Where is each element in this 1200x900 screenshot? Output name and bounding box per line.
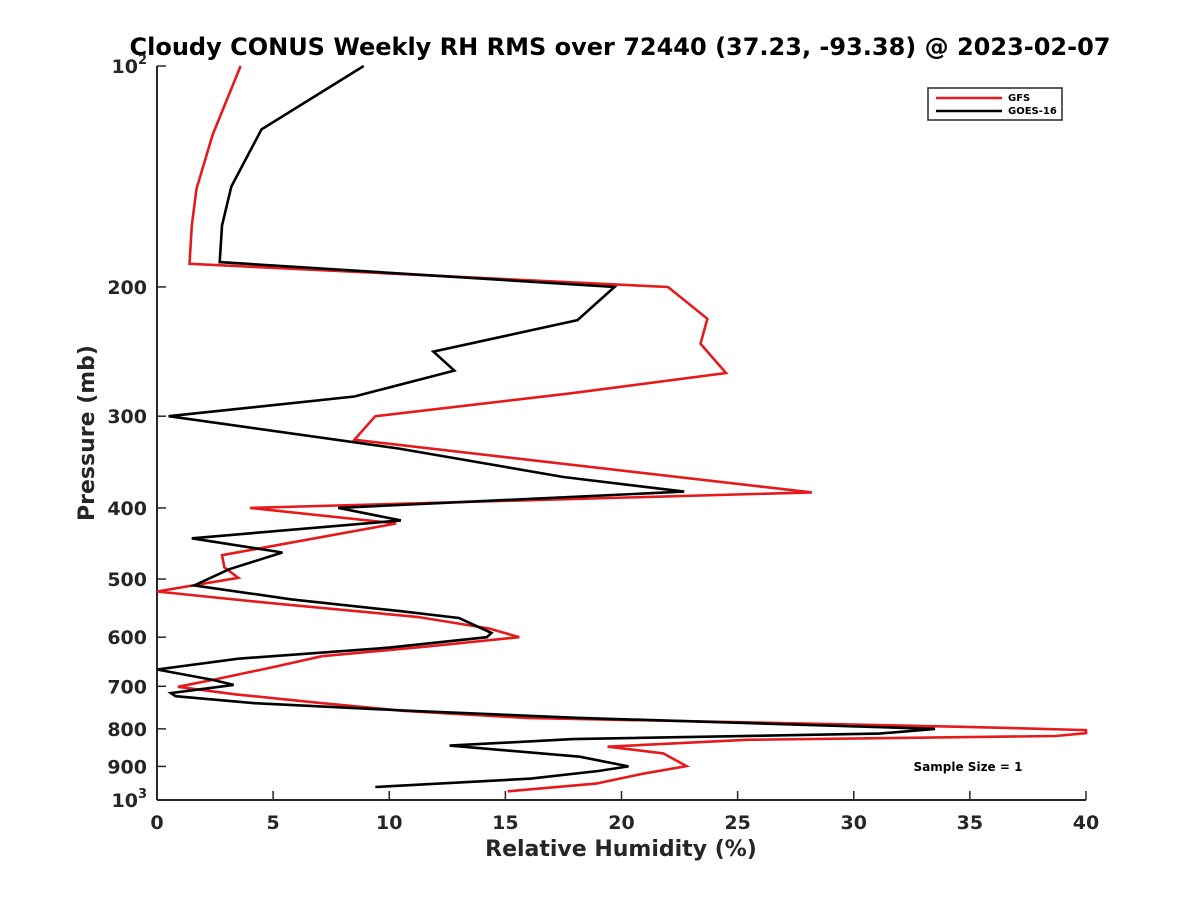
- series-line-goes16: [156, 64, 936, 789]
- legend-box: [927, 87, 1063, 121]
- x-axis-label: Relative Humidity (%): [485, 837, 757, 862]
- x-tick-label: 5: [267, 812, 280, 834]
- plot-area: 0 5 10 15 20 25 30 35 40 102 200 300 400 500 600 700 80…: [107, 53, 1099, 834]
- y-ticks: 102 200 300 400 500 600 700 800 900 103: [107, 53, 166, 812]
- y-tick-label: 700: [107, 676, 147, 698]
- x-tick-label: 30: [841, 812, 867, 834]
- legend: GFS GOES-16: [927, 87, 1063, 121]
- x-tick-label: 0: [150, 812, 163, 834]
- x-tick-label: 35: [957, 812, 983, 834]
- y-tick-label: 600: [107, 627, 147, 649]
- chart-title: Cloudy CONUS Weekly RH RMS over 72440 (3…: [130, 33, 1111, 61]
- series-line-gfs: [156, 65, 1088, 793]
- legend-label-gfs: GFS: [1008, 93, 1030, 104]
- y-tick-label: 900: [107, 756, 147, 778]
- x-tick-label: 40: [1073, 812, 1099, 834]
- y-tick-label: 400: [107, 498, 147, 520]
- y-tick-label: 103: [112, 787, 148, 812]
- legend-label-goes16: GOES-16: [1008, 106, 1057, 117]
- x-tick-label: 15: [492, 812, 518, 834]
- y-tick-label: 200: [107, 277, 147, 299]
- series-layer: [156, 64, 1088, 793]
- y-axis-label: Pressure (mb): [75, 345, 100, 521]
- y-tick-label: 500: [107, 569, 147, 591]
- y-tick-label: 102: [112, 53, 148, 78]
- y-tick-label: 300: [107, 406, 147, 428]
- x-tick-label: 10: [376, 812, 402, 834]
- sample-size-annotation: Sample Size = 1: [914, 760, 1023, 774]
- x-ticks: 0 5 10 15 20 25 30 35 40: [150, 791, 1099, 834]
- x-tick-label: 20: [608, 812, 634, 834]
- x-tick-label: 25: [724, 812, 750, 834]
- y-tick-label: 800: [107, 719, 147, 741]
